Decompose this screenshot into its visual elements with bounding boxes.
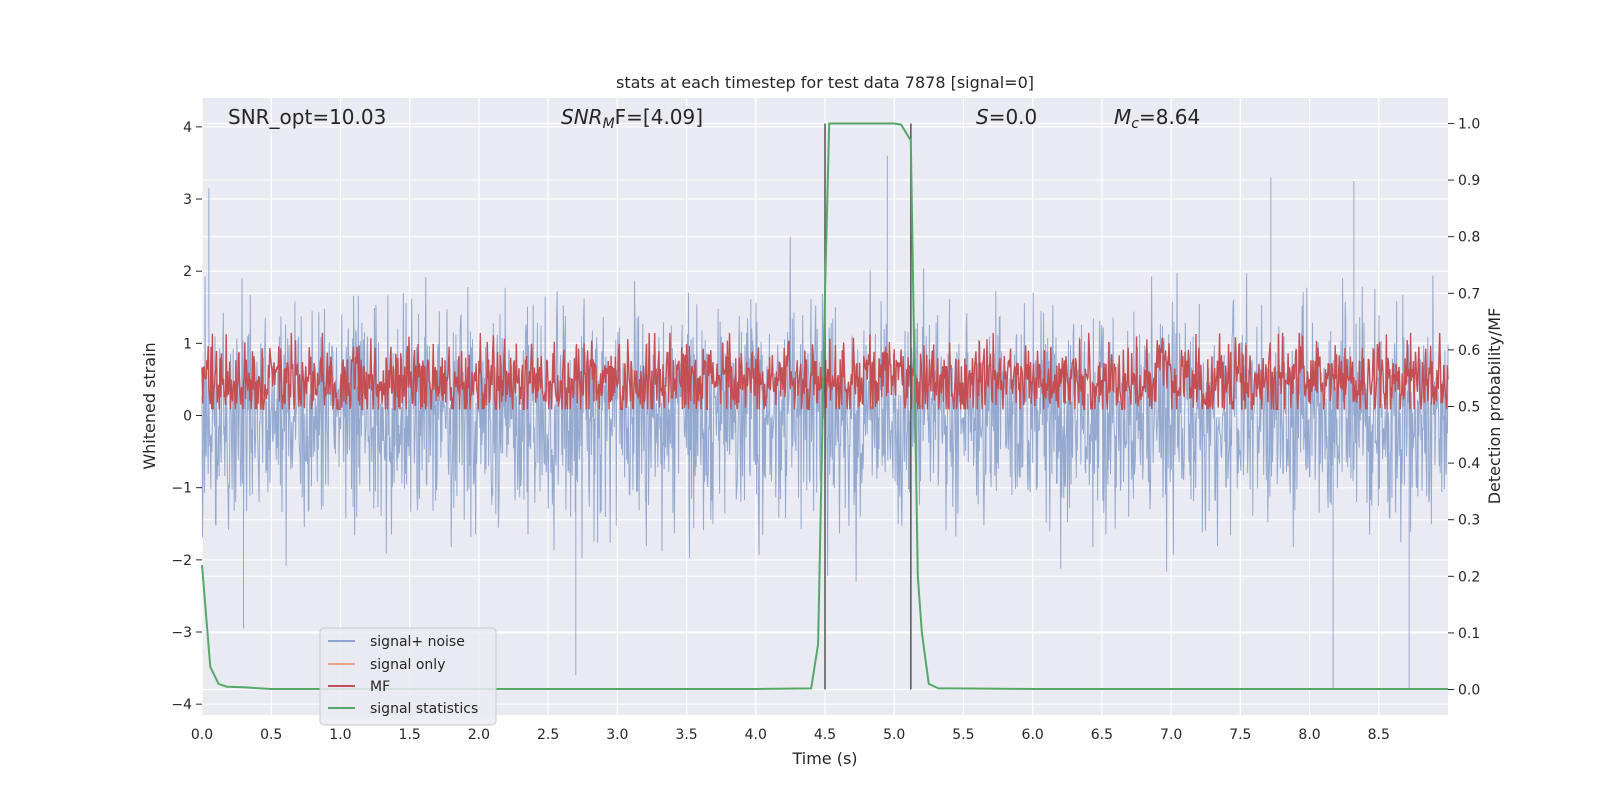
y-left-axis-label: Whitened strain — [140, 342, 159, 469]
y-left-tick-label: −2 — [171, 553, 192, 569]
y-left-tick-label: 2 — [183, 264, 192, 280]
y-right-tick-label: 1.0 — [1458, 116, 1480, 132]
y-right-tick-label: 0.5 — [1458, 400, 1480, 416]
x-tick-label: 2.0 — [468, 727, 490, 743]
x-tick-label: 8.0 — [1298, 727, 1320, 743]
x-tick-label: 3.5 — [675, 727, 697, 743]
mc-subscript: c — [1131, 116, 1139, 132]
y-right-axis-label: Detection probability/MF — [1485, 308, 1504, 505]
legend-label-mf: MF — [370, 679, 390, 695]
y-right-tick-label: 0.2 — [1458, 569, 1480, 585]
x-tick-label: 5.0 — [883, 727, 905, 743]
y-left-tick-label: 4 — [183, 120, 192, 136]
y-left-tick-label: −1 — [171, 481, 192, 497]
mc-symbol: M — [1114, 105, 1131, 129]
x-tick-label: 2.5 — [537, 727, 559, 743]
signal-statistics-line — [201, 122, 1448, 690]
mc-value: =8.64 — [1139, 105, 1200, 129]
s-value: =0.0 — [989, 105, 1038, 129]
legend-label-signal-noise: signal+ noise — [370, 634, 465, 650]
x-tick-label: 0.0 — [191, 727, 213, 743]
x-tick-label: 6.5 — [1091, 727, 1113, 743]
y-left-tick-label: 3 — [183, 192, 192, 208]
x-tick-label: 1.0 — [329, 727, 351, 743]
x-tick-label: 7.5 — [1229, 727, 1251, 743]
y-right-tick-label: 0.4 — [1458, 456, 1480, 472]
legend-box — [319, 627, 497, 726]
legend: signal+ noise signal only MF signal stat… — [319, 627, 497, 726]
y-left-tick-label: −3 — [171, 625, 192, 641]
vertical-lines — [824, 123, 912, 690]
y-right-tick-labels: 0.0 0.1 0.2 0.3 0.4 0.5 0.6 0.7 0.8 0.9 1.0 — [1448, 116, 1480, 699]
x-tick-label: 7.0 — [1160, 727, 1182, 743]
y-right-tick-label: 0.6 — [1458, 343, 1480, 359]
x-tick-label: 8.5 — [1368, 727, 1390, 743]
chart-title: stats at each timestep for test data 787… — [616, 73, 1034, 92]
y-right-tick-label: 0.8 — [1458, 230, 1480, 246]
x-tick-label: 3.0 — [606, 727, 628, 743]
x-tick-label: 5.5 — [952, 727, 974, 743]
y-right-tick-label: 0.3 — [1458, 513, 1480, 529]
x-tick-label: 1.5 — [399, 727, 421, 743]
y-right-tick-label: 0.0 — [1458, 683, 1480, 699]
snr-mf-symbol: SNR — [561, 105, 603, 129]
y-right-tick-label: 0.7 — [1458, 286, 1480, 302]
signal-statistics-series — [201, 122, 1448, 690]
snr-mf-subscript: M — [603, 116, 615, 132]
snr-mf-annotation: SNRMF=[4.09] — [561, 105, 703, 132]
x-tick-label: 0.5 — [260, 727, 282, 743]
s-annotation: S=0.0 — [976, 105, 1037, 129]
legend-label-signal-only: signal only — [370, 657, 445, 673]
y-left-tick-labels: −4 −3 −2 −1 0 1 2 3 4 — [171, 120, 202, 713]
s-symbol: S — [976, 105, 989, 129]
y-left-tick-label: 1 — [183, 336, 192, 352]
x-tick-label: 4.0 — [745, 727, 767, 743]
snr-mf-value: F=[4.09] — [615, 105, 703, 129]
y-right-tick-label: 0.1 — [1458, 626, 1480, 642]
y-right-tick-label: 0.9 — [1458, 173, 1480, 189]
mc-annotation: Mc=8.64 — [1114, 105, 1200, 132]
snr-opt-annotation: SNR_opt=10.03 — [228, 105, 386, 129]
x-axis-label: Time (s) — [791, 749, 857, 768]
x-tick-labels: 0.0 0.5 1.0 1.5 2.0 2.5 3.0 3.5 4.0 4.5 5.0 5.5 6.0 6… — [191, 727, 1390, 743]
x-tick-label: 6.0 — [1022, 727, 1044, 743]
y-left-tick-label: 0 — [183, 409, 192, 425]
y-left-tick-label: −4 — [171, 697, 192, 713]
x-tick-label: 4.5 — [814, 727, 836, 743]
legend-label-signal-statistics: signal statistics — [370, 701, 478, 717]
